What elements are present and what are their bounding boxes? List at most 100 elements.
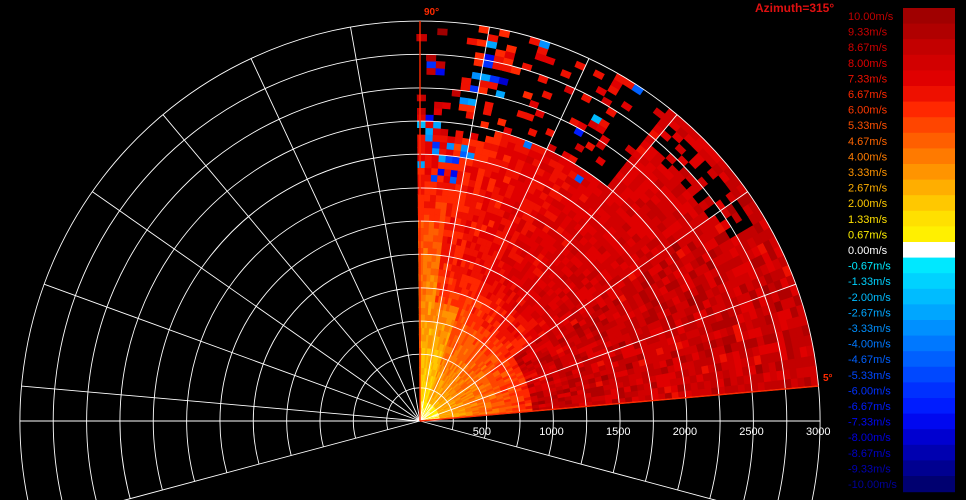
- velocity-cell: [424, 114, 434, 122]
- colorbar-swatch: [903, 54, 955, 71]
- velocity-cell: [425, 107, 435, 115]
- range-tick-label: 3000: [806, 426, 830, 438]
- velocity-cell: [418, 247, 424, 255]
- velocity-cell: [417, 187, 425, 195]
- colorbar-label: 6.00m/s: [848, 105, 888, 117]
- velocity-cell: [443, 161, 453, 170]
- colorbar-label: 10.00m/s: [848, 11, 894, 23]
- colorbar-label: -1.33m/s: [848, 276, 891, 288]
- azimuth-spoke: [250, 58, 421, 422]
- velocity-cell: [449, 102, 460, 111]
- azimuth-spoke: [419, 420, 717, 500]
- velocity-cell: [432, 227, 439, 236]
- velocity-cell: [440, 201, 448, 210]
- velocity-cell: [436, 174, 444, 183]
- sector-start-angle-label: 5°: [823, 373, 833, 384]
- colorbar-swatch: [903, 132, 955, 149]
- range-axis-labels: 500 1000 1500 2000 2500 3000: [473, 426, 831, 438]
- velocity-cell: [421, 280, 427, 289]
- velocity-cell: [421, 287, 427, 295]
- colorbar-label: -5.33m/s: [848, 370, 891, 382]
- velocity-cell: [757, 381, 766, 392]
- colorbar-swatch: [903, 413, 955, 430]
- colorbar-swatch: [903, 8, 955, 25]
- colorbar-label: -6.00m/s: [848, 385, 891, 397]
- velocity-field: [416, 20, 819, 422]
- velocity-cell: [417, 227, 424, 235]
- sector-edge-line: [419, 385, 819, 422]
- velocity-cell: [432, 234, 439, 243]
- velocity-cell: [430, 154, 439, 162]
- velocity-cell: [425, 74, 436, 82]
- colorbar-swatch: [903, 335, 955, 352]
- velocity-cell: [423, 214, 430, 222]
- velocity-cell: [417, 153, 426, 162]
- velocity-cell: [434, 207, 441, 216]
- velocity-cell: [434, 67, 445, 76]
- azimuth-spoke: [21, 385, 421, 422]
- velocity-cell: [443, 68, 455, 77]
- colorbar-swatch: [903, 242, 955, 259]
- velocity-cell: [416, 93, 427, 102]
- colorbar-label: 8.67m/s: [848, 42, 888, 54]
- colorbar-swatch: [903, 429, 955, 446]
- velocity-cell: [764, 380, 773, 392]
- colorbar-swatch: [903, 398, 955, 415]
- velocity-cell: [437, 228, 444, 237]
- velocity-cell: [418, 233, 424, 242]
- colorbar-swatch: [903, 382, 955, 399]
- colorbar-label: -0.67m/s: [848, 261, 891, 273]
- velocity-cell: [417, 213, 424, 222]
- velocity-cell: [431, 134, 441, 143]
- colorbar-swatch: [903, 101, 955, 118]
- velocity-cell: [421, 327, 425, 335]
- velocity-cell: [422, 254, 428, 262]
- velocity-cell: [434, 201, 442, 209]
- velocity-cell: [431, 140, 440, 149]
- velocity-cell: [424, 147, 433, 155]
- velocity-cell: [423, 187, 431, 195]
- velocity-cell: [416, 100, 426, 108]
- colorbar-label: 2.67m/s: [848, 183, 888, 195]
- velocity-cell: [703, 379, 712, 389]
- velocity-cell: [446, 34, 458, 44]
- velocity-cell: [421, 294, 426, 302]
- colorbar-label: 7.33m/s: [848, 73, 888, 85]
- velocity-cell: [425, 54, 437, 62]
- velocity-cell: [433, 107, 443, 116]
- velocity-cell: [418, 253, 424, 262]
- range-tick-label: 1500: [606, 426, 630, 438]
- colorbar-label: 6.67m/s: [848, 89, 888, 101]
- velocity-cell: [696, 380, 706, 390]
- colorbar-swatch: [903, 444, 955, 461]
- velocity-cell: [439, 208, 447, 217]
- velocity-cell: [417, 140, 426, 148]
- velocity-cell: [444, 61, 455, 70]
- velocity-cell: [437, 154, 446, 163]
- azimuth-spoke: [43, 283, 421, 422]
- velocity-cell: [424, 154, 432, 162]
- colorbar-swatch: [903, 304, 955, 321]
- range-tick-label: 500: [473, 426, 491, 438]
- velocity-cell: [446, 135, 456, 144]
- velocity-cell: [448, 175, 457, 184]
- velocity-cell: [416, 73, 427, 82]
- velocity-cell: [417, 200, 425, 208]
- azimuth-spoke: [162, 114, 421, 422]
- velocity-cell: [447, 122, 457, 131]
- colorbar-label: -8.67m/s: [848, 448, 891, 460]
- velocity-cell: [439, 134, 448, 143]
- velocity-cell: [416, 67, 427, 75]
- velocity-cell: [436, 167, 445, 176]
- velocity-cell: [426, 40, 437, 49]
- velocity-cell: [434, 80, 445, 89]
- velocity-cell: [429, 180, 438, 189]
- colorbar-label: 2.00m/s: [848, 198, 888, 210]
- velocity-cell: [434, 194, 443, 203]
- colorbar-swatch: [903, 164, 955, 181]
- colorbar-label: 5.33m/s: [848, 120, 888, 132]
- colorbar-label: 1.33m/s: [848, 214, 888, 226]
- velocity-cell: [422, 240, 429, 249]
- velocity-cell: [451, 155, 460, 165]
- velocity-cell: [421, 307, 426, 315]
